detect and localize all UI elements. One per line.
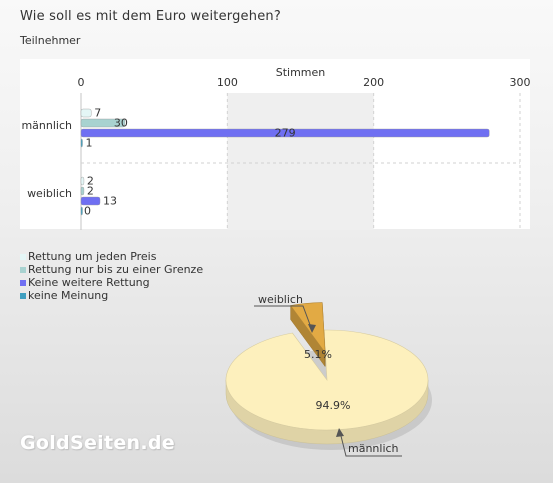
x-tick-label: 0: [78, 76, 85, 89]
pie-category-label: männlich: [348, 442, 399, 455]
bar: [80, 108, 92, 118]
chart-title: Wie soll es mit dem Euro weitergehen?: [20, 9, 281, 24]
bar: [80, 196, 101, 206]
watermark: GoldSeiten.de: [20, 432, 175, 454]
data-label: 279: [275, 127, 296, 140]
x-axis-label: Stimmen: [276, 66, 326, 79]
pie-leader-arrow: [308, 324, 316, 333]
legend-label: Rettung um jeden Preis: [28, 250, 157, 263]
pie-leader-arrow: [336, 428, 344, 437]
x-tick-label: 200: [363, 76, 384, 89]
chart-subtitle: Teilnehmer: [20, 34, 81, 47]
legend-item: Keine weitere Rettung: [20, 276, 203, 289]
bar: [80, 128, 490, 138]
legend-label: Keine weitere Rettung: [28, 276, 150, 289]
legend-swatch: [20, 280, 26, 286]
legend-swatch: [20, 254, 26, 260]
pie-value-label: 94.9%: [316, 399, 351, 412]
data-label: 13: [103, 195, 117, 208]
category-label: männlich: [21, 119, 72, 132]
pie-value-label: 5.1%: [304, 348, 332, 361]
legend-label: Rettung nur bis zu einer Grenze: [28, 263, 204, 276]
bar: [80, 138, 83, 148]
category-label: weiblich: [27, 187, 72, 200]
pie-slice: [225, 329, 429, 431]
legend-swatch: [20, 293, 26, 299]
legend-item: keine Meinung: [20, 289, 203, 302]
x-tick-label: 300: [510, 76, 531, 89]
bar: [80, 206, 83, 216]
bar: [80, 176, 85, 186]
data-label: 2: [87, 185, 94, 198]
pie-leader-line: [254, 305, 313, 331]
data-label: 7: [94, 107, 101, 120]
grid-band: [227, 93, 374, 230]
x-tick-label: 100: [217, 76, 238, 89]
data-label: 1: [85, 137, 92, 150]
legend-item: Rettung nur bis zu einer Grenze: [20, 263, 203, 276]
data-label: 30: [114, 117, 128, 130]
pie-leader-line: [339, 431, 402, 457]
bar: [80, 186, 85, 196]
pie-category-label: weiblich: [258, 293, 303, 306]
data-label: 2: [87, 175, 94, 188]
bar: [80, 118, 126, 128]
legend-item: Rettung um jeden Preis: [20, 250, 203, 263]
legend-swatch: [20, 267, 26, 273]
data-label: 0: [84, 205, 91, 218]
legend: Rettung um jeden Preis Rettung nur bis z…: [20, 250, 203, 302]
legend-label: keine Meinung: [28, 289, 109, 302]
